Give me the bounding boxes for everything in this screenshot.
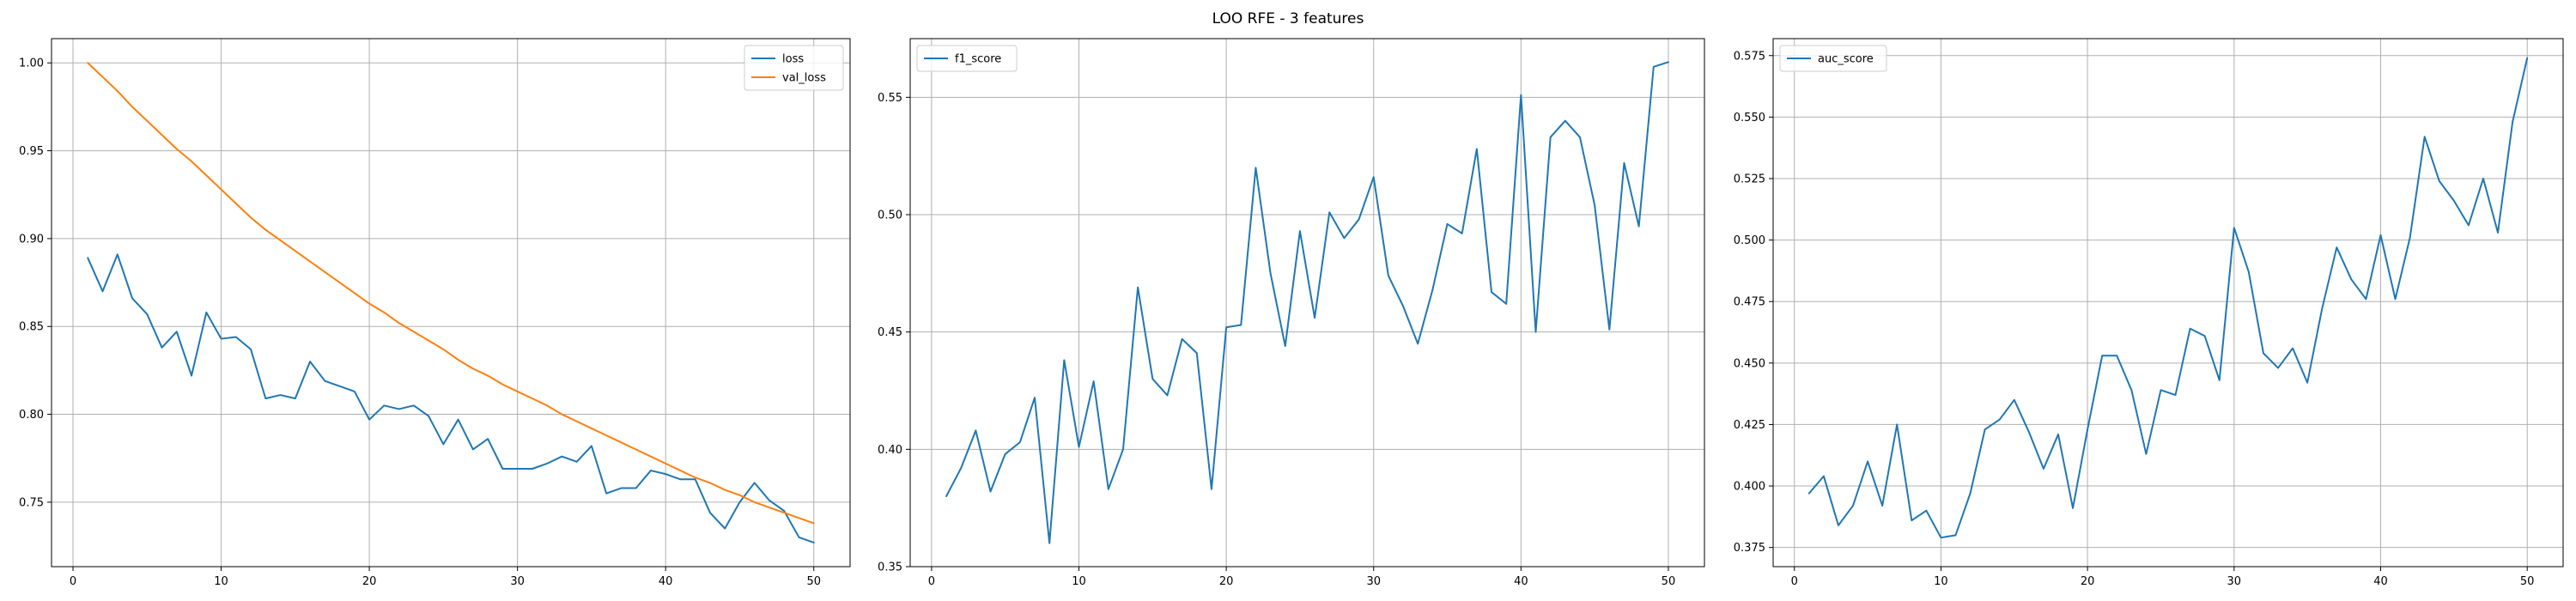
subplots: 0 10 20 30 40 50 0.75 0.80 0.85 0.90 0.95 1.00 loss v… [19,38,2564,588]
legend-frame [916,45,1018,72]
x-tick-label: 30 [510,575,525,588]
subplot-3: 0 10 20 30 40 50 0.375 0.400 0.425 0.450 0.475 0.50… [1734,38,2564,588]
x-tick-label: 40 [659,575,673,588]
x-tick-label: 20 [362,575,377,588]
legend-label-val_loss: val_loss [782,72,826,85]
y-tick-label: 0.425 [1734,419,1765,432]
x-tick-label: 10 [1934,575,1948,588]
x-tick-label: 0 [70,575,76,588]
axes-frame [51,38,851,568]
y-tick-label: 0.85 [19,321,44,334]
y-tick-label: 0.40 [878,444,902,457]
legend: auc_score [1779,45,1887,72]
legend-label-auc_score: auc_score [1818,53,1874,66]
x-tick-label: 50 [1662,575,1676,588]
y-tick-label: 0.50 [878,209,902,222]
figure-title: LOO RFE - 3 features [1212,10,1364,27]
y-tick-label: 1.00 [19,58,44,70]
subplot-1: 0 10 20 30 40 50 0.75 0.80 0.85 0.90 0.95 1.00 loss v… [19,38,851,588]
x-tick-label: 50 [2520,575,2535,588]
y-tick-label: 0.525 [1734,173,1765,185]
y-tick-label: 0.400 [1734,481,1765,494]
y-tick-label: 0.80 [19,409,44,422]
x-tick-label: 20 [1219,575,1234,588]
y-tick-label: 0.375 [1734,542,1765,555]
y-tick-label: 0.450 [1734,357,1765,370]
x-tick-label: 0 [928,575,935,588]
axes-frame [909,38,1705,568]
legend-frame [1779,45,1887,72]
y-tick-label: 0.75 [19,496,44,509]
y-tick-label: 0.90 [19,233,44,246]
x-tick-label: 40 [1514,575,1528,588]
legend-frame [744,45,844,91]
y-tick-label: 0.95 [19,145,44,158]
x-tick-label: 50 [806,575,821,588]
series-line-auc_score [1807,57,2529,539]
x-tick-label: 0 [1791,575,1798,588]
y-tick-label: 0.475 [1734,296,1765,309]
x-tick-label: 40 [2373,575,2388,588]
legend: f1_score [916,45,1018,72]
legend: loss val_loss [744,45,844,91]
series-line-loss [87,253,815,543]
series-line-val_loss [87,62,815,525]
x-tick-label: 30 [2227,575,2242,588]
axes-frame [1772,38,2564,568]
x-tick-label: 20 [2081,575,2095,588]
series-line-f1_score [945,61,1669,544]
y-tick-label: 0.575 [1734,50,1765,63]
subplot-2: 0 10 20 30 40 50 0.35 0.40 0.45 0.50 0.55 f1_score [878,38,1705,588]
x-tick-label: 10 [1072,575,1086,588]
y-tick-label: 0.45 [878,326,902,339]
x-tick-label: 30 [1366,575,1381,588]
y-tick-label: 0.500 [1734,234,1765,247]
y-tick-label: 0.55 [878,92,902,105]
y-tick-label: 0.35 [878,562,902,574]
x-tick-label: 10 [214,575,228,588]
legend-label-loss: loss [782,53,804,66]
y-tick-label: 0.550 [1734,112,1765,124]
legend-label-f1_score: f1_score [955,53,1001,66]
